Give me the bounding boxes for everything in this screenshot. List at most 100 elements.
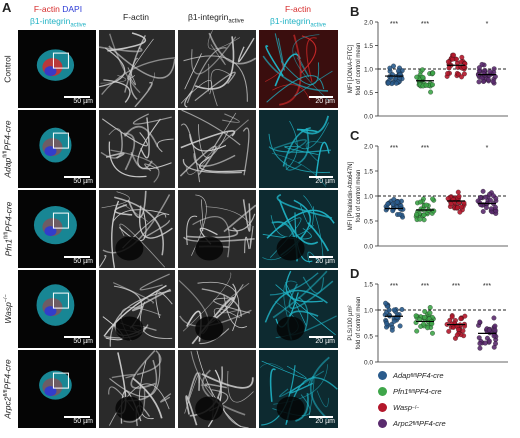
data-point	[446, 62, 452, 68]
data-point	[395, 315, 401, 321]
y-axis-label: PLS/100 µm²	[348, 305, 354, 340]
scale-bar	[64, 96, 90, 98]
micrograph-gray	[178, 350, 256, 428]
micrograph-gray	[178, 30, 256, 108]
data-point	[427, 81, 433, 86]
data-point	[488, 208, 494, 214]
legend-gene: Arpc2	[393, 419, 413, 428]
data-point	[395, 199, 401, 204]
data-point	[387, 68, 393, 74]
data-point	[390, 80, 396, 85]
data-point	[383, 204, 389, 209]
data-point	[429, 321, 435, 327]
data-point	[455, 64, 461, 70]
scale-bar	[309, 336, 333, 338]
data-point	[492, 323, 498, 329]
data-point	[425, 325, 430, 331]
data-point	[417, 199, 423, 205]
data-point	[390, 72, 396, 78]
legend-item: Arpc2 fl/fl PF4-cre	[378, 419, 446, 428]
data-point	[461, 333, 467, 339]
scale-bar	[64, 336, 90, 338]
data-point	[448, 56, 454, 61]
data-point	[392, 78, 398, 83]
data-point	[431, 197, 437, 203]
data-point	[486, 338, 492, 344]
data-point	[492, 331, 498, 337]
data-point	[458, 204, 464, 210]
header-merge: F-actin DAPI β1-integrinactive	[20, 3, 96, 32]
data-point	[485, 194, 491, 200]
data-point	[493, 208, 499, 214]
data-point	[460, 204, 466, 210]
legend-item: Adap fl/fl PF4-cre	[378, 371, 444, 380]
data-point	[462, 61, 468, 67]
data-point	[476, 68, 482, 74]
data-point	[390, 201, 396, 207]
data-point	[397, 71, 403, 77]
data-point	[421, 212, 427, 218]
micrograph-gray	[178, 270, 256, 348]
data-point	[475, 71, 481, 77]
data-point	[450, 56, 456, 62]
scale-label: 20 µm	[315, 98, 335, 105]
data-point	[386, 78, 392, 84]
data-point	[459, 54, 465, 60]
scale-bar	[64, 416, 90, 418]
data-point	[492, 329, 498, 334]
data-point	[449, 321, 455, 327]
data-point	[414, 211, 420, 217]
data-point	[491, 66, 497, 72]
data-point	[476, 65, 482, 71]
data-point	[393, 200, 399, 206]
data-point	[386, 200, 392, 206]
data-point	[385, 79, 391, 85]
data-point	[427, 310, 433, 316]
data-point	[476, 79, 482, 85]
data-point	[445, 196, 451, 202]
scale-label: 50 µm	[73, 98, 93, 105]
data-point	[396, 72, 402, 78]
micrograph-gray	[178, 110, 256, 188]
data-point	[492, 327, 498, 333]
data-point	[491, 80, 497, 86]
data-point	[450, 324, 456, 330]
data-point	[482, 340, 488, 346]
data-point	[453, 322, 459, 328]
data-point	[448, 201, 454, 207]
significance-label: *	[486, 21, 489, 28]
micrograph-merge: 50 µm	[18, 30, 96, 108]
data-point	[492, 207, 498, 212]
scale-label: 20 µm	[315, 338, 335, 345]
data-point	[421, 321, 427, 327]
data-point	[455, 205, 461, 210]
data-point	[452, 197, 458, 203]
data-point	[390, 206, 396, 212]
data-point	[415, 200, 420, 206]
data-point	[384, 321, 390, 327]
data-point	[491, 193, 496, 199]
data-point	[424, 210, 430, 215]
data-point	[426, 207, 432, 213]
data-point	[456, 327, 462, 333]
data-point	[455, 195, 461, 201]
data-point	[396, 79, 402, 85]
data-point	[393, 315, 399, 321]
data-point	[384, 324, 389, 330]
data-point	[384, 302, 390, 308]
scale-label: 50 µm	[73, 178, 93, 185]
legend-sup: fl/fl	[408, 388, 415, 395]
data-point	[452, 56, 458, 62]
data-point	[479, 202, 485, 208]
y-tick-label: 1.5	[364, 282, 373, 289]
data-point	[493, 204, 498, 210]
scale-bar	[309, 176, 333, 178]
data-point	[395, 79, 401, 85]
data-point	[389, 325, 395, 330]
data-point	[383, 319, 389, 325]
data-point	[384, 205, 390, 211]
legend-sup: fl/fl	[412, 420, 419, 427]
data-point	[461, 66, 467, 72]
micrograph-gray	[99, 270, 175, 348]
data-point	[454, 205, 460, 211]
